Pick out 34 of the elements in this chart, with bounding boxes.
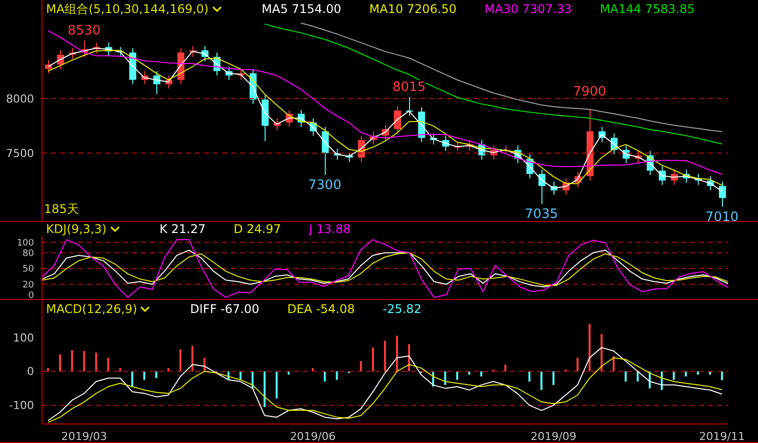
- series-label: K 21.27: [160, 222, 206, 236]
- annotation: 7900: [573, 84, 606, 100]
- annotation: 7300: [308, 178, 342, 194]
- x-tick-label: 2019/06: [290, 430, 336, 443]
- x-tick-label: 2019/09: [530, 430, 576, 443]
- text: DIFF -67.00: [190, 302, 260, 316]
- text: MA144 7583.85: [600, 2, 695, 16]
- series-label: J 13.88: [309, 222, 351, 236]
- series-label: -25.82: [382, 302, 422, 316]
- annotation: 7035: [524, 207, 558, 222]
- x-tick-label: 2019/03: [61, 430, 107, 443]
- y-tick-label: 100: [13, 331, 34, 344]
- y-tick-label: 50: [22, 264, 34, 275]
- text: MA30 7307.33: [484, 2, 572, 16]
- y-tick-label: 8000: [6, 92, 34, 106]
- annotation: 185天: [44, 201, 79, 218]
- y-tick-label: 80: [22, 248, 34, 259]
- text: MA10 7206.50: [369, 2, 457, 16]
- annotation: 8015: [392, 80, 426, 95]
- chart-title: KDJ(9,3,3): [46, 222, 107, 236]
- annotation: 8530: [68, 23, 101, 38]
- y-tick-label: 100: [16, 238, 34, 248]
- chart-title: MACD(12,26,9): [46, 302, 138, 316]
- text: MA5 7154.00: [262, 2, 342, 16]
- x-tick-label: 2019/11: [699, 430, 745, 443]
- text: D 24.97: [234, 222, 282, 236]
- annotation: 7010: [705, 210, 739, 225]
- y-tick-label: -100: [9, 399, 34, 412]
- text: DEA -54.08: [287, 302, 355, 316]
- y-tick-label: 20: [22, 280, 34, 290]
- chart-title: MA组合(5,10,30,144,169,0): [46, 2, 209, 16]
- y-tick-label: 0: [28, 290, 34, 301]
- y-tick-label: 0: [27, 365, 34, 378]
- y-tick-label: 7500: [6, 147, 34, 160]
